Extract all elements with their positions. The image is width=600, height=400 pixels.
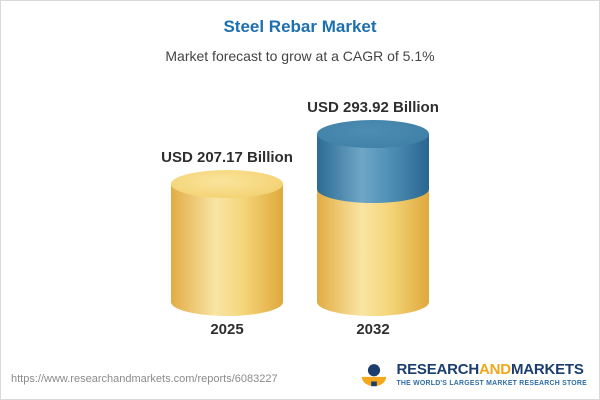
researchandmarkets-logo-icon (362, 364, 387, 387)
brand-name: RESEARCHANDMARKETS (396, 362, 587, 377)
researchandmarkets-logo-text: RESEARCHANDMARKETS THE WORLD'S LARGEST M… (396, 362, 587, 387)
chart-subtitle: Market forecast to grow at a CAGR of 5.1… (165, 48, 435, 64)
researchandmarkets-logo[interactable]: RESEARCHANDMARKETS THE WORLD'S LARGEST M… (359, 359, 587, 389)
x-axis-label-2025: 2025 (210, 321, 244, 338)
brand-markets: MARKETS (510, 360, 584, 378)
value-label-2032: USD 293.92 Billion (307, 99, 439, 116)
bar-2025-cylinder (171, 170, 283, 316)
bar-2032-cylinder (317, 120, 429, 316)
x-axis-label-2032: 2032 (356, 321, 390, 338)
bar-2032-gold-segment (317, 189, 429, 316)
bar-2032-top-ellipse (317, 120, 429, 148)
report-url-link[interactable]: https://www.researchandmarkets.com/repor… (11, 373, 278, 385)
chart-title: Steel Rebar Market (223, 17, 377, 36)
brand-research: RESEARCH (396, 360, 480, 378)
value-label-2025: USD 207.17 Billion (161, 149, 293, 166)
brand-and: AND (479, 360, 511, 378)
brand-tagline: THE WORLD'S LARGEST MARKET RESEARCH STOR… (396, 379, 587, 387)
bar-2025-top-ellipse (171, 170, 283, 198)
bar-2025-gold-segment (171, 184, 283, 316)
